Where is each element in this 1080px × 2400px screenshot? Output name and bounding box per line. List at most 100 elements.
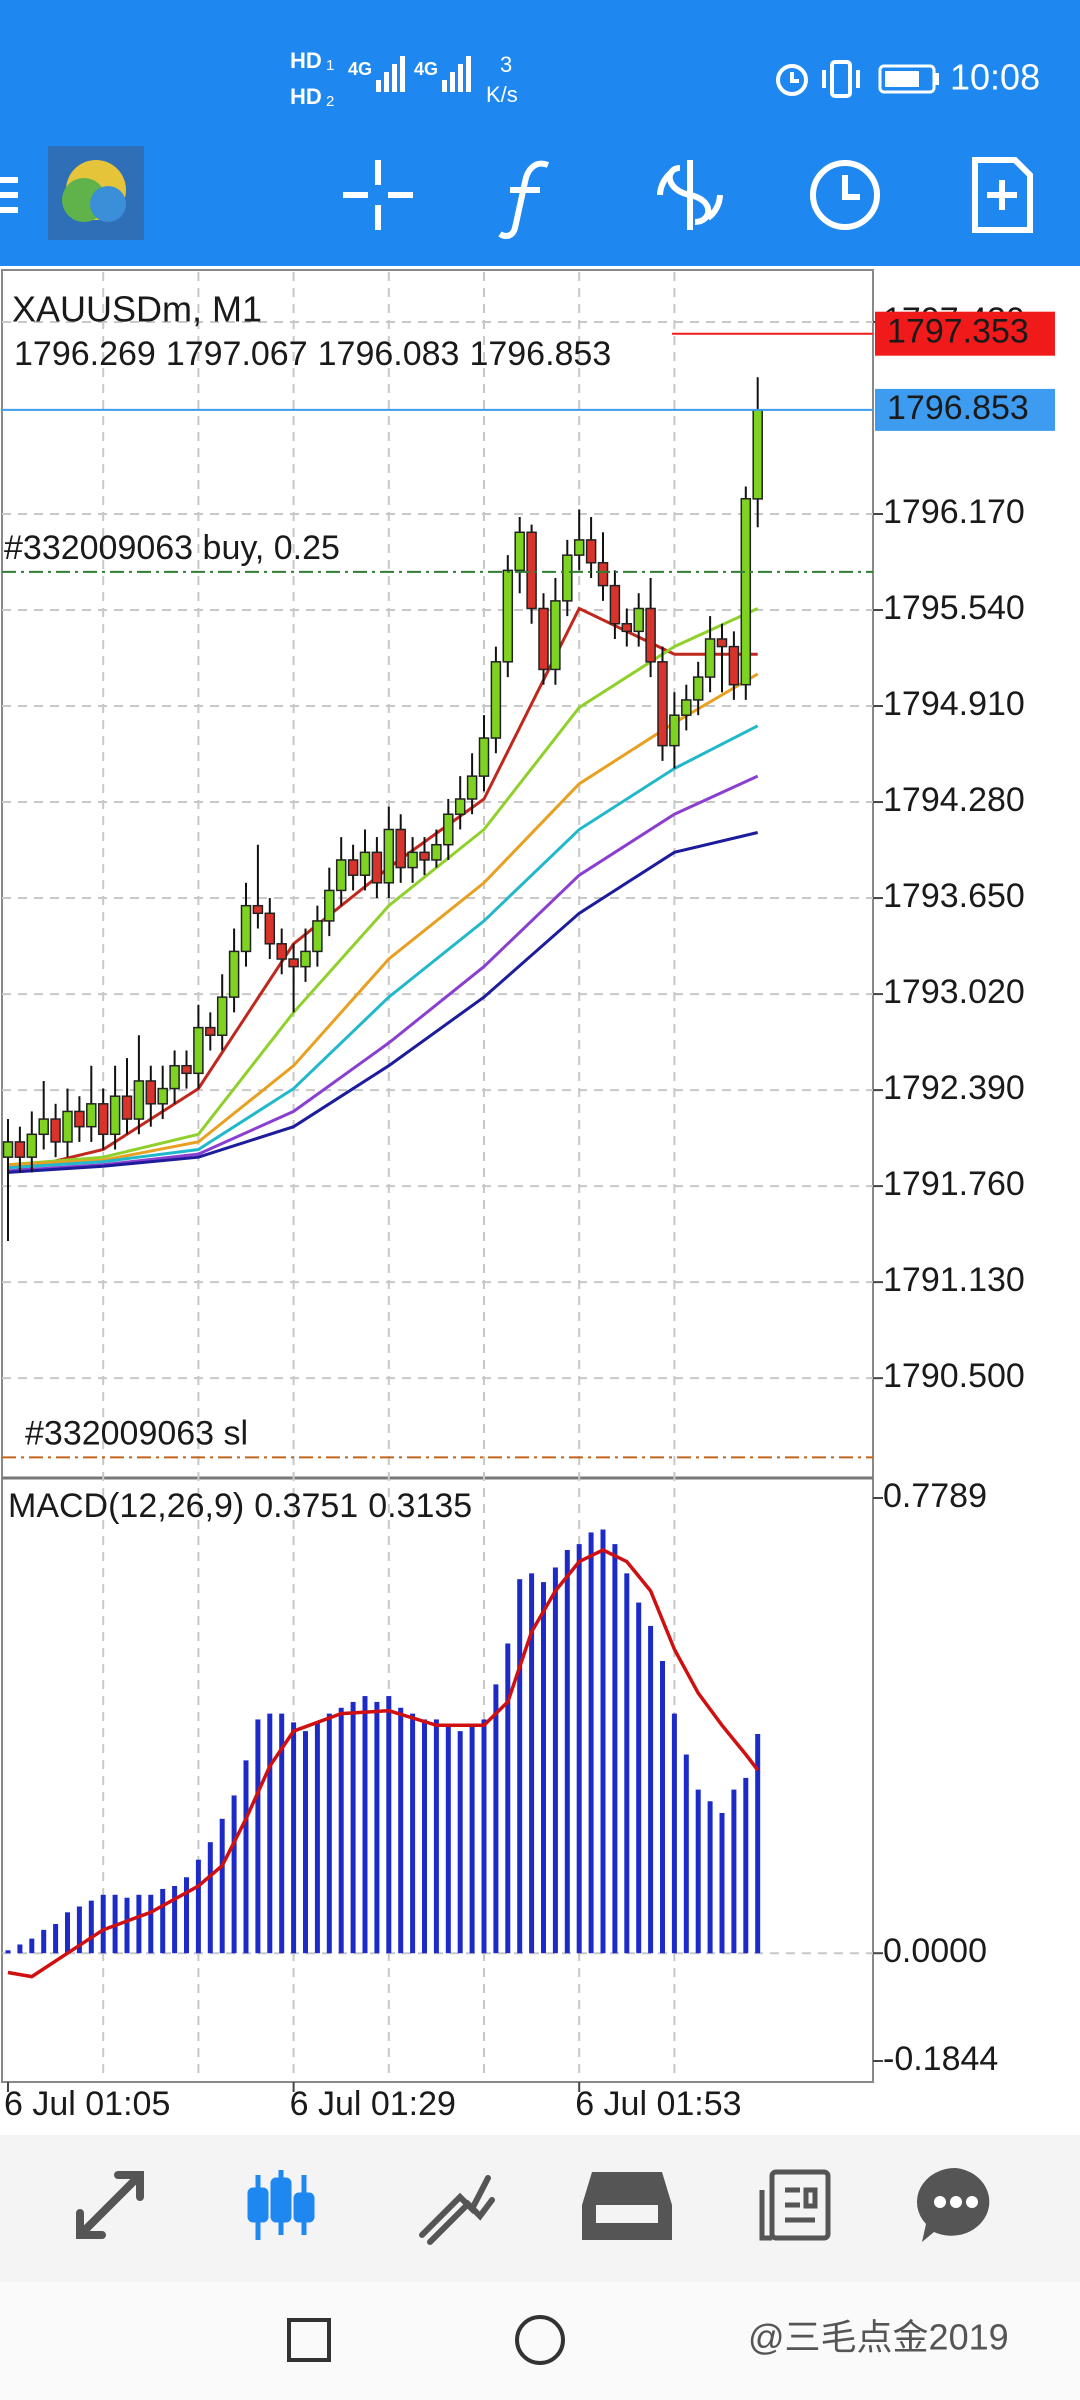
indicators-button[interactable] [498,160,550,239]
recents-button[interactable] [287,2318,331,2362]
trade-button[interactable] [657,160,723,230]
candle-body [276,943,287,960]
macd-bar [386,1696,392,1954]
hd-icon: HD [290,48,322,73]
history-button[interactable] [810,160,880,230]
macd-bar [529,1573,535,1954]
plot-area: 1790.500 1791.130 1791.760 1792.390 1793.020… [2,301,1055,2123]
ohlc-readout: 1796.269 1797.067 1796.083 1796.853 [14,335,611,373]
candle-body [86,1103,97,1128]
candle-body [514,531,525,572]
candle-body [169,1064,180,1090]
status-bar: HD 1 HD 2 4G 4G 3 K/s 10:08 [290,48,1040,110]
crosshair-button[interactable] [343,160,413,230]
macd-bar [624,1573,630,1954]
candle-body [740,497,752,686]
macd-name: MACD(12,26,9) [8,1487,244,1525]
macd-bar [398,1707,404,1954]
candle-body [490,661,502,739]
macd-bar [541,1582,546,1954]
home-button[interactable] [515,2315,565,2365]
chart-tab[interactable] [247,2170,315,2240]
macd-bar [731,1789,737,1954]
candle-body [14,1141,26,1158]
macd-bar [481,1719,487,1954]
candle-body [538,607,549,671]
macd-bar [445,1725,451,1954]
candle-body [133,1080,145,1120]
macd-bar [195,1859,201,1954]
candle-body [478,737,490,777]
macd-bar [29,1938,35,1954]
candle-body [205,1026,216,1036]
trade-tab[interactable] [419,2175,495,2245]
macd-bar [219,1818,225,1954]
candle-body [264,912,276,945]
order-label: #332009063 sl [25,1414,248,1452]
candle-body [704,638,716,678]
alarm-icon [776,64,808,96]
sim-number: 1 [326,57,334,74]
macd-bar [600,1529,606,1954]
macd-bar [564,1549,570,1954]
macd-bar [338,1707,344,1954]
candle-body [324,889,335,922]
macd-bar [5,1950,11,1954]
candle-body [681,699,692,716]
candle-body [38,1118,49,1136]
macd-bar [410,1713,416,1954]
network-type: 4G [414,59,438,79]
candle-body [121,1095,133,1120]
battery-icon [878,64,939,94]
moving-average [7,607,759,1167]
candle-body [62,1110,73,1143]
bid-tag [875,388,1055,431]
candle-body [657,661,668,747]
macd-bar [636,1602,642,1954]
macd-bar [291,1722,297,1954]
chat-tab[interactable] [916,2167,990,2242]
new-order-button[interactable] [972,157,1033,233]
macd-bar [648,1625,654,1954]
macd-bar [695,1789,701,1954]
candle-body [633,607,644,633]
candle-body [371,851,383,884]
macd-bar [469,1725,475,1954]
macd-bar [53,1924,59,1954]
menu-button[interactable] [0,177,18,213]
macd-bar [755,1734,761,1954]
signal-value: 0.3135 [368,1487,472,1525]
macd-bar [433,1719,439,1954]
candle-body [466,775,478,800]
y-tick-label: 1791.760 [883,1165,1025,1203]
macd-bar [588,1532,594,1954]
app-logo[interactable] [48,146,144,240]
macd-bar [719,1812,725,1954]
net-speed-unit: K/s [486,82,518,107]
quotes-tab[interactable] [76,2171,144,2239]
candle-body [335,859,347,892]
high-value: 1797.067 [166,335,308,373]
candle-body [692,676,704,701]
candle-body [145,1080,157,1105]
candle-body [502,569,514,663]
candle-body [359,851,371,876]
candle-body [407,851,418,869]
news-tab[interactable] [759,2169,831,2241]
history-tab[interactable] [582,2172,672,2240]
macd-bar [76,1906,82,1954]
candle-body [550,600,561,671]
candle-body [669,714,680,747]
y-tick-label: 1794.280 [883,781,1025,819]
macd-bar [362,1696,368,1954]
moving-average [7,724,759,1170]
macd-bar [172,1886,178,1954]
low-value: 1796.083 [318,335,460,373]
candle-body [347,859,359,876]
candle-body [50,1118,61,1143]
candle-body [97,1103,109,1136]
macd-bar [552,1567,558,1954]
close-value: 1796.853 [469,335,611,373]
x-tick-label: 6 Jul 01:05 [4,2085,170,2123]
candle-body [240,904,252,953]
